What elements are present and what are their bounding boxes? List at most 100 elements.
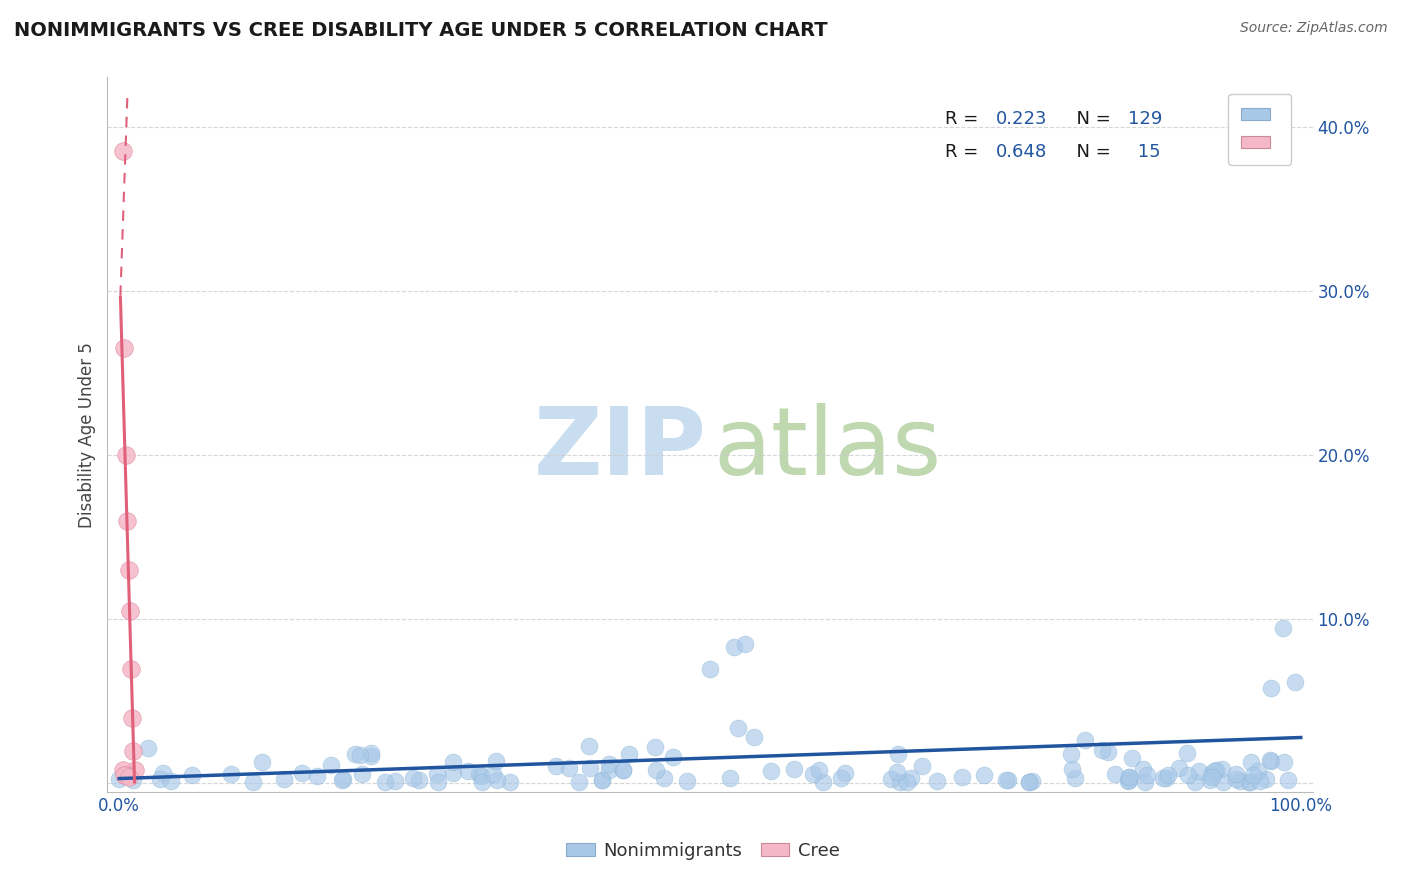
Point <box>1258 753 1281 767</box>
Point <box>115 448 138 462</box>
Point <box>896 775 918 789</box>
Point <box>644 740 666 755</box>
Point <box>612 763 634 777</box>
Point <box>1240 755 1263 769</box>
Point <box>1064 772 1087 786</box>
Point <box>1177 768 1199 782</box>
Point <box>1157 768 1180 782</box>
Point <box>1118 773 1140 788</box>
Point <box>468 767 491 781</box>
Text: Source: ZipAtlas.com: Source: ZipAtlas.com <box>1240 21 1388 35</box>
Point <box>319 757 342 772</box>
Point <box>880 772 903 786</box>
Point <box>950 771 973 785</box>
Point <box>111 145 134 159</box>
Point <box>591 772 613 787</box>
Point <box>181 768 204 782</box>
Point <box>546 759 568 773</box>
Point <box>1239 775 1261 789</box>
Point <box>1243 768 1265 782</box>
Point <box>384 774 406 789</box>
Point <box>578 739 600 753</box>
Point <box>1225 772 1247 786</box>
Point <box>911 759 934 773</box>
Point <box>117 770 139 784</box>
Point <box>471 775 494 789</box>
Point <box>612 763 634 777</box>
Point <box>426 775 449 789</box>
Point <box>120 661 142 675</box>
Point <box>470 769 492 783</box>
Point <box>115 768 138 782</box>
Point <box>360 748 382 763</box>
Point <box>122 744 145 758</box>
Point <box>1272 755 1295 769</box>
Point <box>830 771 852 785</box>
Text: 0.223: 0.223 <box>995 110 1047 128</box>
Point <box>1060 747 1083 761</box>
Point <box>1091 742 1114 756</box>
Point <box>1260 754 1282 768</box>
Point <box>499 775 522 789</box>
Point <box>1247 764 1270 778</box>
Point <box>889 775 911 789</box>
Point <box>332 772 354 786</box>
Point <box>727 721 749 735</box>
Point <box>723 640 745 655</box>
Point <box>558 761 581 775</box>
Point <box>402 771 425 785</box>
Point <box>598 756 620 771</box>
Point <box>1156 772 1178 786</box>
Point <box>675 774 697 789</box>
Point <box>645 764 668 778</box>
Point <box>124 764 146 778</box>
Point <box>159 773 181 788</box>
Point <box>801 767 824 781</box>
Text: NONIMMIGRANTS VS CREE DISABILITY AGE UNDER 5 CORRELATION CHART: NONIMMIGRANTS VS CREE DISABILITY AGE UND… <box>14 21 828 39</box>
Point <box>114 768 136 782</box>
Text: 129: 129 <box>1128 110 1163 128</box>
Point <box>360 746 382 760</box>
Text: R =: R = <box>945 110 984 128</box>
Point <box>1188 764 1211 779</box>
Point <box>886 747 908 761</box>
Point <box>1121 750 1143 764</box>
Point <box>1199 767 1222 781</box>
Point <box>1211 762 1233 776</box>
Point <box>807 764 830 778</box>
Point <box>1239 775 1261 789</box>
Point <box>1116 773 1139 788</box>
Text: atlas: atlas <box>714 403 942 495</box>
Point <box>718 771 741 785</box>
Point <box>579 760 602 774</box>
Point <box>111 764 134 778</box>
Point <box>1277 772 1299 787</box>
Point <box>242 775 264 789</box>
Text: R =: R = <box>945 143 984 161</box>
Point <box>1177 747 1199 761</box>
Point <box>112 342 135 356</box>
Point <box>834 766 856 780</box>
Point <box>1225 766 1247 780</box>
Point <box>617 747 640 761</box>
Point <box>374 775 396 789</box>
Point <box>1284 674 1306 689</box>
Point <box>485 754 508 768</box>
Point <box>118 604 141 618</box>
Point <box>457 764 479 779</box>
Point <box>783 762 806 776</box>
Point <box>425 767 447 781</box>
Point <box>136 740 159 755</box>
Point <box>744 730 766 744</box>
Point <box>273 772 295 786</box>
Point <box>813 774 835 789</box>
Legend: Nonimmigrants, Cree: Nonimmigrants, Cree <box>558 835 848 867</box>
Point <box>1201 770 1223 784</box>
Point <box>997 773 1019 788</box>
Point <box>1256 772 1278 787</box>
Point <box>1118 770 1140 784</box>
Point <box>1212 775 1234 789</box>
Point <box>598 764 620 778</box>
Point <box>307 769 329 783</box>
Point <box>1132 762 1154 776</box>
